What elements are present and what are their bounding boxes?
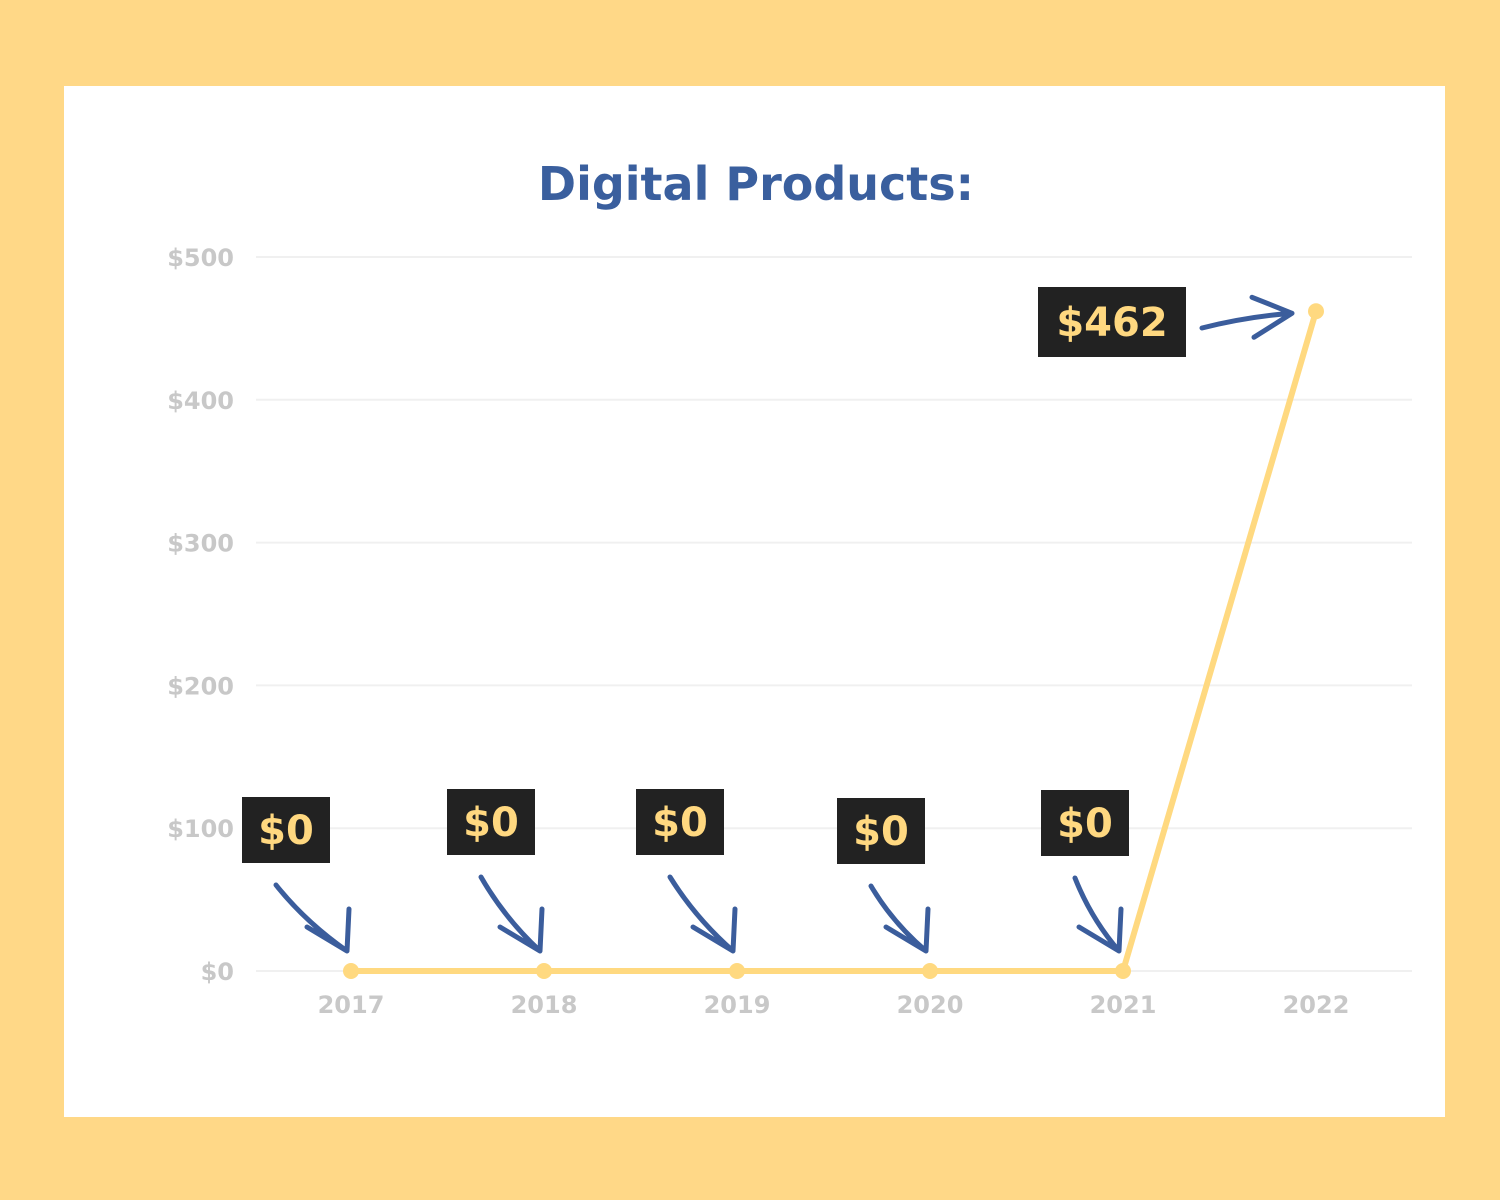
data-point — [536, 963, 552, 979]
value-callout: $0 — [636, 789, 738, 954]
arrow-icon — [273, 882, 352, 954]
value-callouts: $0 $0 $0 $0 $0 $462 — [242, 287, 1295, 954]
line-chart: Digital Products: $0 $100 $200 $300 $400 $500… — [167, 157, 1412, 1019]
data-point — [922, 963, 938, 979]
callout-label: $0 — [1057, 801, 1113, 847]
x-tick-label: 2021 — [1090, 991, 1157, 1019]
x-tick-label: 2019 — [704, 991, 771, 1019]
data-point — [1308, 303, 1324, 320]
grid-lines — [256, 256, 1412, 972]
callout-label: $0 — [463, 800, 519, 846]
arrow-icon — [868, 883, 931, 954]
value-callout: $0 — [447, 789, 545, 954]
y-tick-label: $0 — [201, 958, 234, 986]
arrow-icon — [667, 874, 738, 954]
value-callout: $0 — [1041, 790, 1129, 954]
chart-card: Digital Products: $0 $100 $200 $300 $400 $500… — [64, 86, 1445, 1117]
y-tick-label: $500 — [167, 244, 234, 272]
value-callout: $0 — [242, 797, 352, 954]
data-point — [343, 963, 359, 979]
arrow-icon — [1199, 294, 1295, 340]
value-callout: $0 — [837, 798, 931, 954]
y-tick-label: $400 — [167, 387, 234, 415]
y-tick-label: $200 — [167, 672, 234, 700]
x-axis-ticks: 2017 2018 2019 2020 2021 2022 — [318, 991, 1350, 1019]
data-point — [729, 963, 745, 979]
y-axis-ticks: $0 $100 $200 $300 $400 $500 — [167, 244, 234, 986]
arrow-icon — [478, 874, 545, 954]
callout-label: $462 — [1056, 300, 1167, 346]
value-callout: $462 — [1038, 287, 1295, 357]
arrow-icon — [1072, 875, 1124, 954]
callout-box — [242, 797, 330, 863]
callout-box — [447, 789, 535, 855]
series-line — [348, 308, 1319, 974]
callout-box — [1038, 287, 1186, 357]
callout-box — [1041, 790, 1129, 856]
chart-title: Digital Products: — [538, 157, 974, 211]
callout-label: $0 — [652, 800, 708, 846]
callout-box — [837, 798, 925, 864]
x-tick-label: 2020 — [897, 991, 964, 1019]
x-tick-label: 2022 — [1283, 991, 1350, 1019]
x-tick-label: 2017 — [318, 991, 385, 1019]
series-line-path — [348, 308, 1319, 974]
y-tick-label: $300 — [167, 530, 234, 558]
callout-box — [636, 789, 724, 855]
callout-label: $0 — [853, 809, 909, 855]
x-tick-label: 2018 — [511, 991, 578, 1019]
data-point — [1115, 963, 1131, 979]
y-tick-label: $100 — [167, 815, 234, 843]
callout-label: $0 — [258, 808, 314, 854]
data-points — [343, 303, 1324, 979]
